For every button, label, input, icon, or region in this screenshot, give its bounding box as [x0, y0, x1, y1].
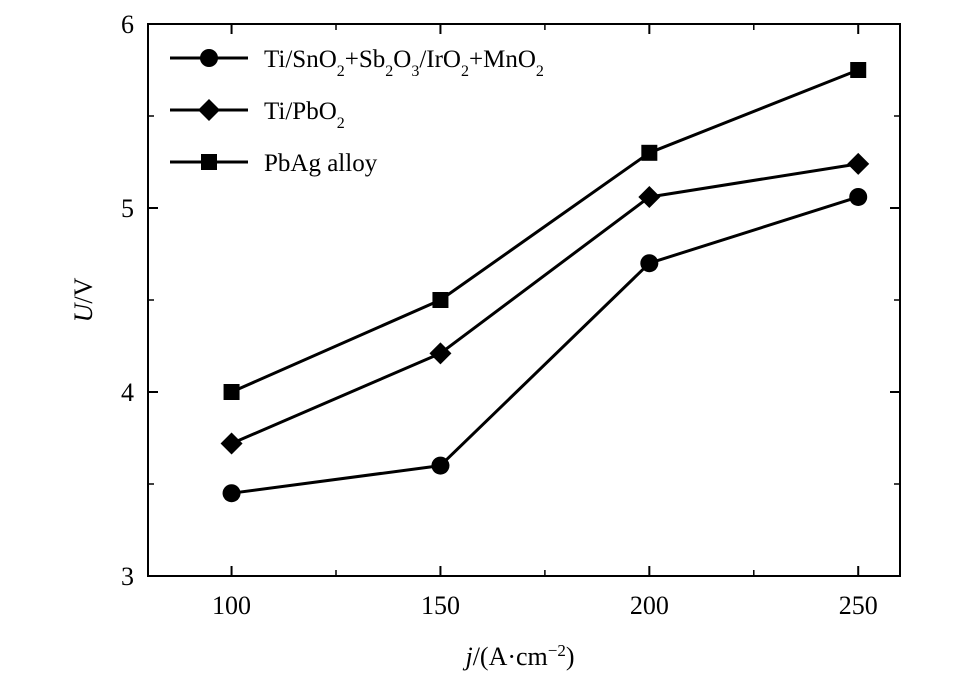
- series-line: [230, 162, 859, 445]
- series-line: [230, 68, 859, 394]
- legend-marker-diamond: [198, 99, 220, 121]
- data-point-diamond: [429, 342, 452, 365]
- plot-frame: [147, 23, 901, 577]
- series-diamond: [220, 152, 870, 455]
- series-line: [231, 195, 859, 495]
- x-tick-label: 250: [839, 591, 878, 620]
- legend-item: Ti/PbO2: [170, 98, 345, 132]
- legend-label: Ti/SnO2+Sb2O3/IrO2+MnO2: [264, 46, 544, 80]
- legend-item: PbAg alloy: [170, 150, 378, 177]
- y-tick-label: 4: [121, 378, 134, 407]
- data-point-circle: [849, 187, 868, 206]
- x-tick-label: 100: [212, 591, 251, 620]
- data-point-circle: [640, 254, 659, 273]
- series-circle: [222, 187, 868, 503]
- legend-marker-square: [201, 154, 217, 170]
- data-point-square: [850, 62, 867, 78]
- legend-item: Ti/SnO2+Sb2O3/IrO2+MnO2: [170, 46, 544, 80]
- y-tick-label: 3: [121, 562, 134, 591]
- data-point-square: [432, 292, 449, 308]
- x-tick-label: 150: [421, 591, 460, 620]
- series-layer: [220, 62, 870, 503]
- data-point-circle: [222, 484, 241, 503]
- legend-marker-circle: [200, 49, 218, 67]
- x-axis-title: j/(A·cm−2): [462, 641, 574, 672]
- data-point-circle: [431, 456, 450, 475]
- data-point-square: [223, 384, 240, 400]
- data-point-diamond: [220, 432, 243, 455]
- y-tick-label: 5: [121, 194, 134, 223]
- x-tick-label: 200: [630, 591, 669, 620]
- legend: Ti/SnO2+Sb2O3/IrO2+MnO2 Ti/PbO2 PbAg alloy: [170, 46, 544, 177]
- axes: 100 150 200 250 3 4 5 6 j/(A·cm−2) U/V: [69, 10, 901, 672]
- y-tick-label: 6: [121, 10, 134, 39]
- series-square: [223, 62, 867, 400]
- y-axis-title: U/V: [69, 277, 98, 322]
- legend-label: PbAg alloy: [264, 150, 378, 177]
- data-point-diamond: [638, 185, 661, 208]
- legend-label: Ti/PbO2: [264, 98, 345, 132]
- data-point-square: [641, 144, 658, 161]
- data-point-diamond: [847, 152, 870, 175]
